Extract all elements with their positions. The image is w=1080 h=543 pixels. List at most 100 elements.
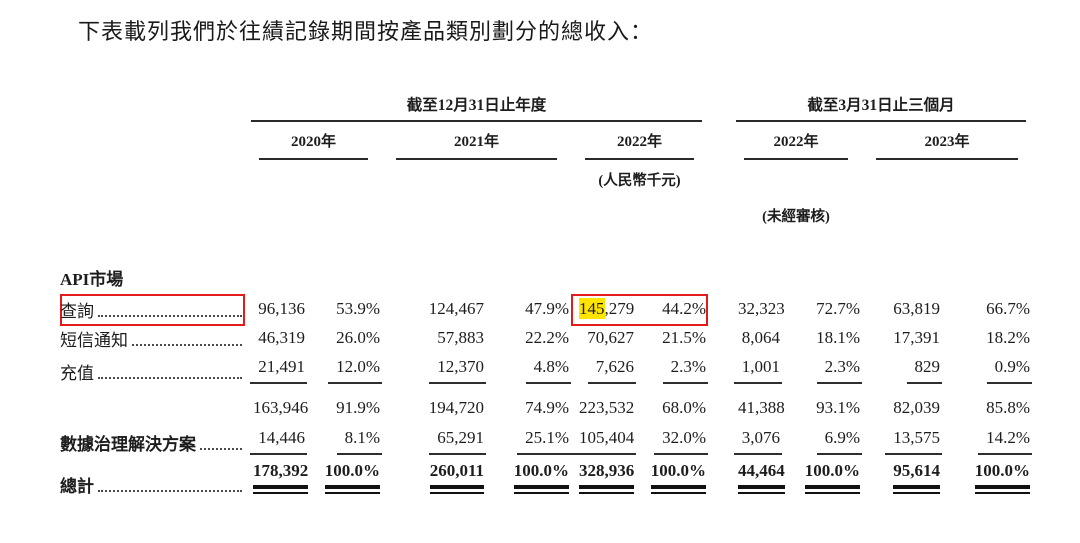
row-label: 查詢 xyxy=(60,302,94,321)
value-cell: 829 xyxy=(862,355,943,388)
value-cell: 66.7% xyxy=(942,294,1032,326)
leader-dots xyxy=(200,448,242,450)
value: 7,626 xyxy=(587,357,636,384)
value-cell: 72.7% xyxy=(782,294,862,326)
row-label-cell: 充值 xyxy=(60,355,245,388)
row-label-wrap: 充值 xyxy=(60,359,245,384)
leader-dots xyxy=(98,377,242,379)
table-body: API市場 查詢 96,136 53.9% 124,467 47.9% 145,279 44.… xyxy=(60,264,1033,501)
value-rest: ,279 xyxy=(604,299,635,318)
year-header-2020: 2020年 xyxy=(245,122,382,160)
year-header-2022: 2022年 xyxy=(571,122,708,160)
empty-cell xyxy=(60,198,708,234)
value-cell: 194,720 xyxy=(382,388,486,425)
row-label-wrap: API市場 xyxy=(60,265,245,290)
value: 32.0% xyxy=(654,428,709,455)
value-cell: 2.3% xyxy=(636,355,709,388)
year-header-2021: 2021年 xyxy=(382,122,571,160)
column-gap xyxy=(708,425,730,459)
value-cell: 260,011 xyxy=(382,459,486,501)
row-label-wrap: 查詢 xyxy=(60,297,245,322)
value-cell xyxy=(636,264,708,294)
value-cell: 95,614 xyxy=(862,459,942,501)
value-cell: 44.2% xyxy=(636,294,708,326)
value-cell: 100.0% xyxy=(942,459,1032,501)
value: 18.2% xyxy=(986,328,1031,347)
value-cell xyxy=(730,264,782,294)
value-cell: 100.0% xyxy=(636,459,708,501)
value: 100.0% xyxy=(317,461,382,497)
value-cell xyxy=(245,264,307,294)
table-row: 查詢 96,136 53.9% 124,467 47.9% 145,279 44.2% 32,… xyxy=(60,294,1032,326)
value-cell: 3,076 xyxy=(730,425,783,459)
value-cell: 8,064 xyxy=(730,326,782,355)
row-label-cell: API市場 xyxy=(60,264,245,294)
column-gap xyxy=(708,160,730,198)
value: 91.9% xyxy=(336,398,380,417)
value: 26.0% xyxy=(336,328,380,347)
value: 32,323 xyxy=(738,299,785,318)
value: 96,136 xyxy=(258,299,305,318)
value-cell: 0.9% xyxy=(942,355,1033,388)
column-gap xyxy=(708,388,730,425)
value-cell: 328,936 xyxy=(571,459,636,501)
value: 65,291 xyxy=(429,428,486,455)
value-cell: 223,532 xyxy=(571,388,636,425)
empty-cell xyxy=(60,160,571,198)
empty-cell xyxy=(862,198,1032,234)
value-cell: 65,291 xyxy=(382,425,486,459)
value-cell: 22.2% xyxy=(486,326,571,355)
row-label: 短信通知 xyxy=(60,331,128,350)
value-cell: 14,446 xyxy=(245,425,307,459)
value-cell: 124,467 xyxy=(382,294,486,326)
value: 124,467 xyxy=(428,299,484,318)
value-cell: 93.1% xyxy=(782,388,862,425)
value: 328,936 xyxy=(571,461,636,497)
value: 0.9% xyxy=(986,357,1033,384)
value: 12,370 xyxy=(429,357,486,384)
value-cell: 13,575 xyxy=(862,425,943,459)
quarter-header-2022: 2022年 xyxy=(730,122,862,160)
value-cell xyxy=(942,264,1032,294)
currency-note-row: (人民幣千元) xyxy=(60,160,1032,198)
currency-note: (人民幣千元) xyxy=(598,173,681,189)
value-cell: 7,626 xyxy=(571,355,636,388)
row-label: 充值 xyxy=(60,364,94,383)
value: 21,491 xyxy=(250,357,307,384)
row-label: API市場 xyxy=(60,270,124,289)
value-cell xyxy=(571,264,636,294)
value-cell: 12.0% xyxy=(307,355,382,388)
value-cell: 41,388 xyxy=(730,388,785,425)
value-cell: 100.0% xyxy=(782,459,862,501)
value-cell: 21.5% xyxy=(636,326,708,355)
table-row: 163,946 91.9% 194,720 74.9% 223,532 68.0% 41,3… xyxy=(60,388,1032,425)
value-cell: 82,039 xyxy=(862,388,942,425)
value: 223,532 xyxy=(579,398,635,417)
empty-cell xyxy=(60,234,1032,264)
value: 63,819 xyxy=(893,299,941,318)
value-cell: 57,883 xyxy=(382,326,486,355)
value: 70,627 xyxy=(587,328,634,347)
value-cell: 1,001 xyxy=(730,355,783,388)
period-group-header-row: 截至12月31日止年度 截至3月31日止三個月 xyxy=(60,92,1032,122)
value: 12.0% xyxy=(328,357,382,384)
quarter-header-2023: 2023年 xyxy=(862,122,1032,160)
column-gap xyxy=(708,459,730,501)
value-cell: 32.0% xyxy=(636,425,709,459)
value: 14,446 xyxy=(250,428,307,455)
value-cell xyxy=(307,264,382,294)
row-label: 總計 xyxy=(60,477,94,496)
value-cell: 70,627 xyxy=(571,326,636,355)
leader-dots xyxy=(132,344,242,346)
value-cell: 100.0% xyxy=(307,459,382,501)
value-cell: 46,319 xyxy=(245,326,307,355)
table-row: API市場 xyxy=(60,264,1032,294)
leader-dots xyxy=(98,490,242,492)
column-gap xyxy=(708,198,730,234)
unaudited-note: (未經審核) xyxy=(762,209,830,225)
value-cell: 18.1% xyxy=(782,326,862,355)
year-label: 2022年 xyxy=(744,130,849,160)
value: 14.2% xyxy=(978,428,1033,455)
year-label: 2023年 xyxy=(876,130,1019,160)
value: 100.0% xyxy=(967,461,1032,497)
